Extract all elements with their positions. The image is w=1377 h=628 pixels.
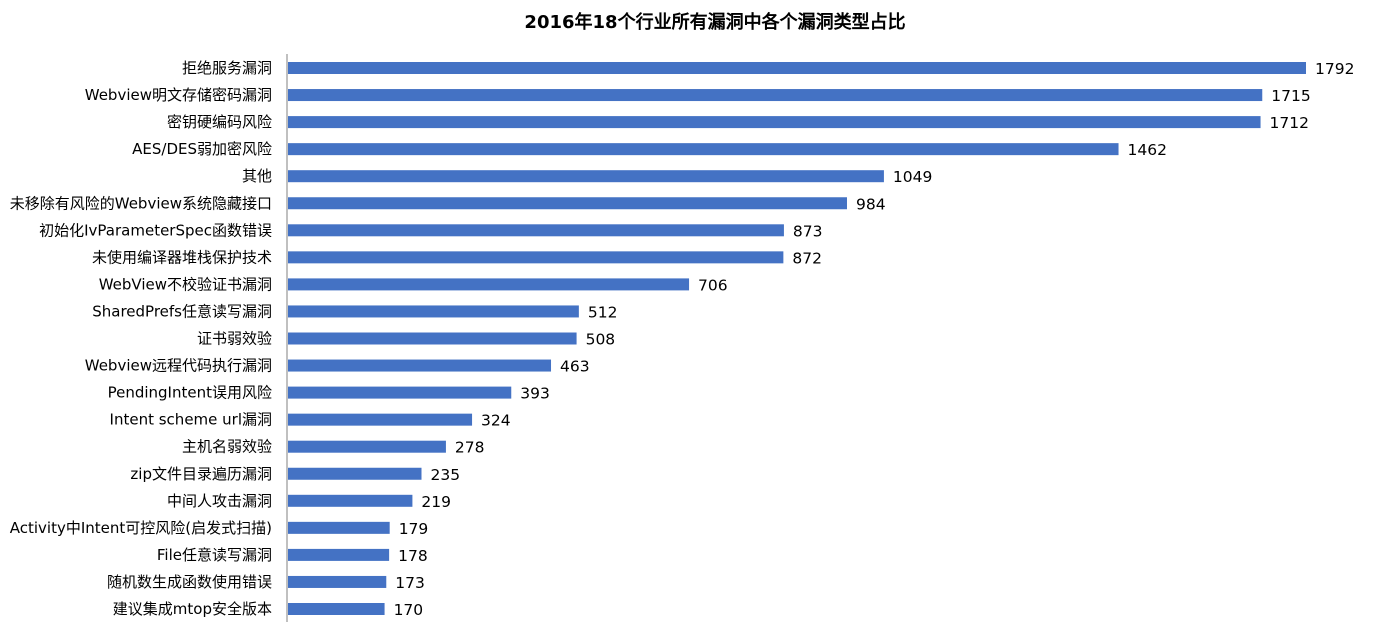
category-label: 主机名弱效验	[182, 438, 272, 456]
value-label: 1462	[1128, 141, 1167, 159]
category-label: 随机数生成函数使用错误	[107, 573, 272, 591]
bar	[288, 251, 784, 264]
category-label: SharedPrefs任意读写漏洞	[92, 302, 272, 320]
value-labels-group: 1792 1715 1712 1462 1049 984 873 872 706 512 508 46…	[394, 60, 1355, 619]
bar	[288, 224, 784, 237]
bar	[288, 413, 473, 426]
value-label: 984	[856, 195, 886, 213]
bar	[288, 332, 577, 345]
value-label: 1049	[893, 168, 932, 186]
chart-title: 2016年18个行业所有漏洞中各个漏洞类型占比	[524, 11, 905, 33]
bar	[288, 494, 413, 507]
bars-group	[288, 62, 1306, 615]
category-label: Webview远程代码执行漏洞	[85, 357, 272, 375]
category-label: 拒绝服务漏洞	[182, 59, 272, 77]
bar	[288, 386, 512, 399]
value-label: 1712	[1270, 114, 1309, 132]
category-label: Activity中Intent可控风险(启发式扫描)	[10, 519, 272, 537]
bar	[288, 197, 847, 210]
category-label: 未移除有风险的Webview系统隐藏接口	[10, 194, 272, 212]
category-label: PendingIntent误用风险	[108, 384, 272, 402]
category-label: 建议集成mtop安全版本	[113, 600, 272, 618]
bar	[288, 521, 390, 534]
value-label: 324	[481, 412, 511, 430]
value-label: 706	[698, 276, 728, 294]
value-label: 278	[455, 439, 485, 457]
value-label: 463	[560, 358, 590, 376]
category-label: WebView不校验证书漏洞	[99, 275, 272, 293]
bar	[288, 170, 884, 183]
category-label: Intent scheme url漏洞	[110, 411, 272, 429]
bar	[288, 143, 1119, 156]
category-label: AES/DES弱加密风险	[132, 140, 272, 158]
value-label: 873	[793, 222, 823, 240]
bar	[288, 359, 552, 372]
value-label: 393	[520, 385, 550, 403]
value-label: 512	[588, 303, 618, 321]
value-label: 508	[586, 331, 616, 349]
bar	[288, 305, 579, 318]
category-label: File任意读写漏洞	[157, 546, 272, 564]
category-label: 证书弱效验	[197, 330, 272, 348]
category-label: 未使用编译器堆栈保护技术	[92, 248, 272, 266]
value-label: 872	[792, 249, 822, 267]
bar	[288, 548, 390, 561]
category-label: 其他	[242, 167, 272, 185]
category-label: zip文件目录遍历漏洞	[130, 465, 272, 483]
bar	[288, 467, 422, 480]
category-label: 密钥硬编码风险	[167, 113, 272, 131]
bar	[288, 278, 690, 291]
bar	[288, 62, 1306, 74]
category-label: 初始化IvParameterSpec函数错误	[39, 221, 272, 239]
bar	[288, 89, 1263, 102]
bar	[288, 575, 387, 588]
value-label: 178	[398, 547, 428, 565]
value-label: 1792	[1315, 60, 1354, 78]
value-label: 235	[431, 466, 461, 484]
value-label: 173	[395, 574, 425, 592]
value-label: 1715	[1271, 87, 1310, 105]
bar	[288, 116, 1261, 129]
value-label: 179	[399, 520, 429, 538]
bar	[288, 603, 385, 615]
value-label: 170	[394, 601, 424, 619]
value-label: 219	[421, 493, 451, 511]
category-label: Webview明文存储密码漏洞	[85, 86, 272, 104]
bar	[288, 440, 446, 453]
category-label: 中间人攻击漏洞	[167, 492, 272, 510]
